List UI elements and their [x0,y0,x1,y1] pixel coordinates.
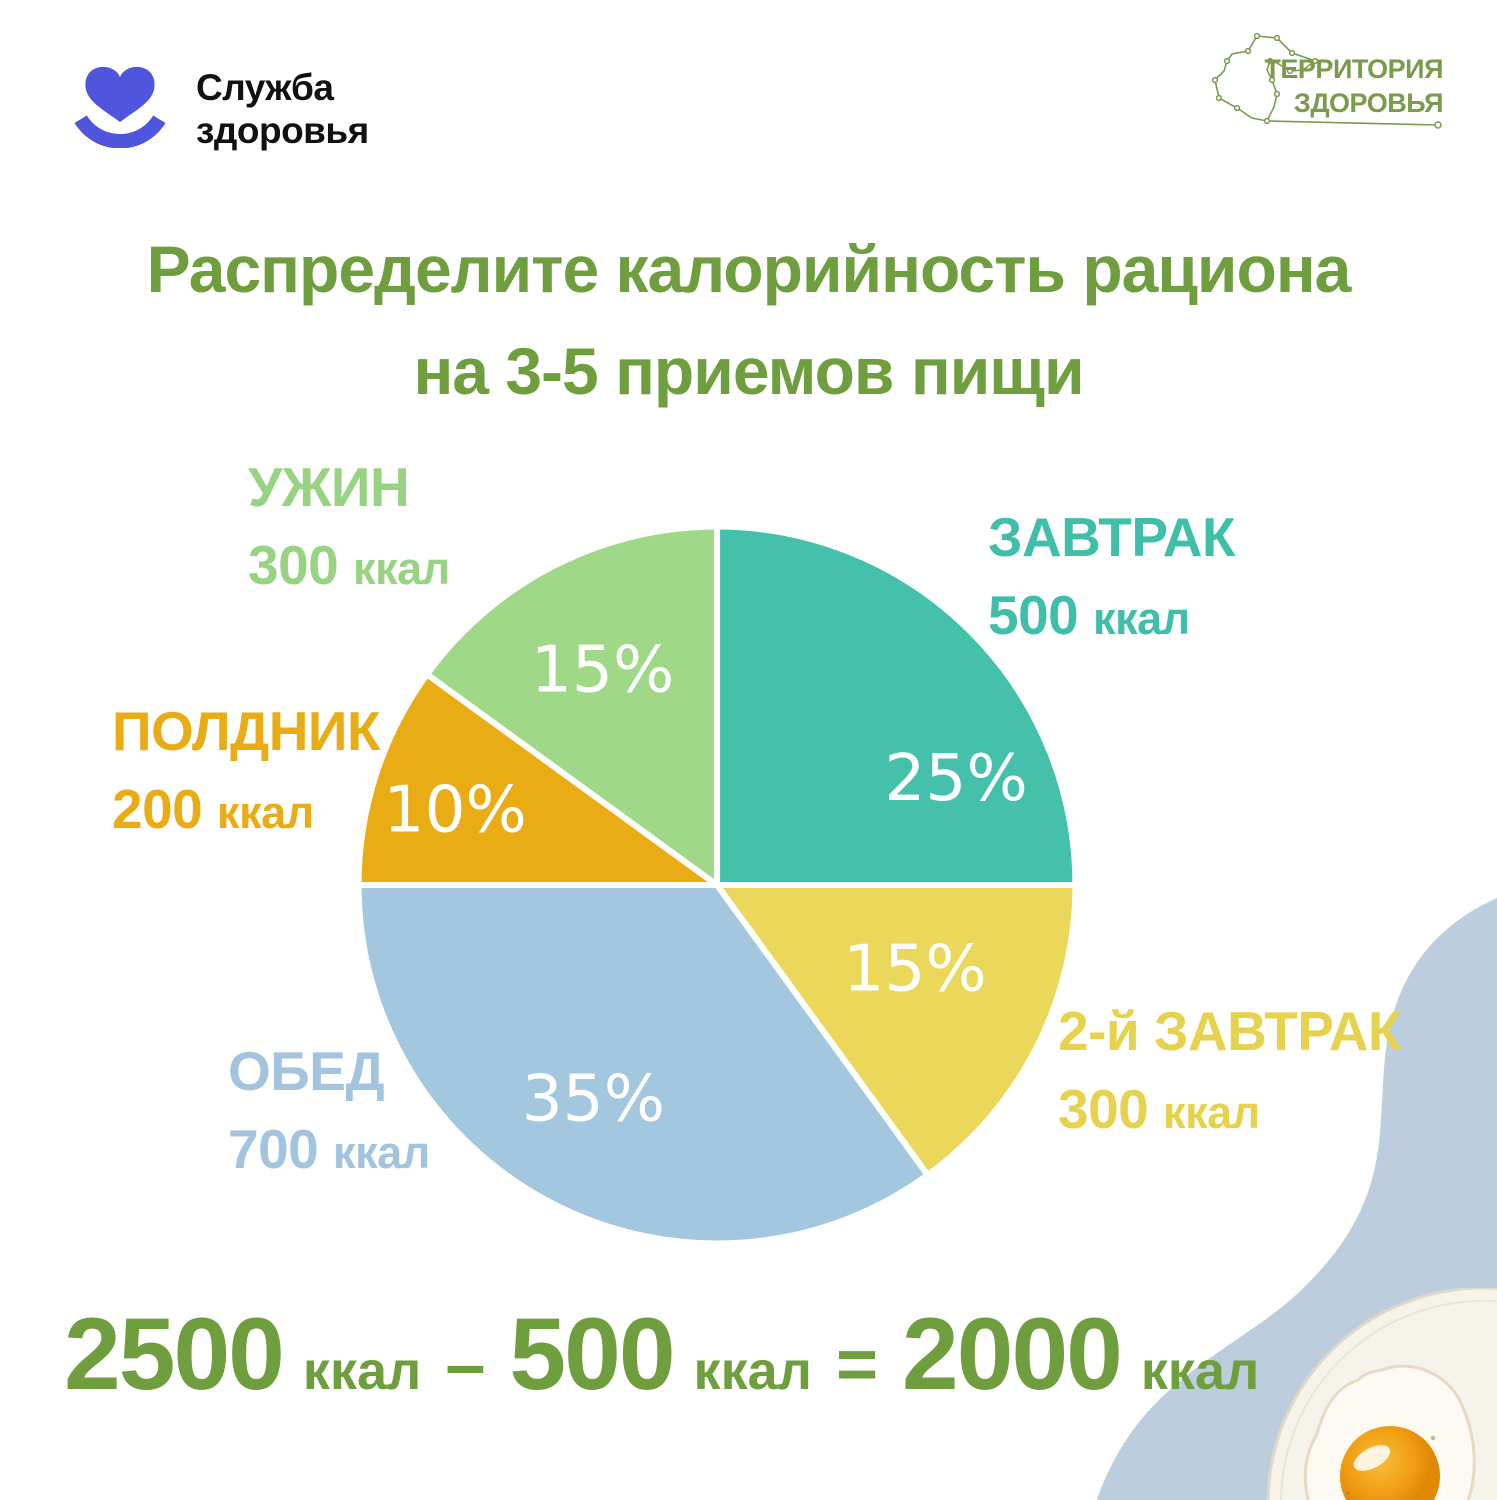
pie-slice-ЗАВТРАК [713,523,1079,889]
label-afternoon-snack: ПОЛДНИК 200 ккал [112,692,381,852]
label-dinner: УЖИН 300 ккал [248,448,450,608]
label-dinner-kcal: 300 ккал [248,534,450,596]
calorie-formula: 2500 ккал – 500 ккал = 2000 ккал [64,1296,1259,1413]
pie-slice-ОБЕД [355,881,931,1247]
formula-term1-unit: ккал [302,1341,422,1401]
territory-logo-line1: ТЕРРИТОРИЯ [1264,54,1443,84]
page-title: Распределите калорийность рациона на 3-5… [0,218,1497,422]
label-breakfast: ЗАВТРАК 500 ккал [988,498,1236,658]
label-afternoon-snack-kcal: 200 ккал [112,778,314,840]
territory-logo-text: ТЕРРИТОРИЯ ЗДОРОВЬЯ [1264,52,1443,120]
label-second-breakfast-kcal: 300 ккал [1058,1078,1260,1140]
pie-slice-percent-УЖИН: 15% [531,632,674,707]
title-line2: на 3-5 приемов пищи [413,334,1084,408]
service-logo: Служба здоровья [72,52,369,152]
label-lunch-name: ОБЕД [228,1040,385,1102]
territory-logo-line2: ЗДОРОВЬЯ [1293,88,1444,118]
pie-slice-ПОЛДНИК [355,671,721,889]
formula-minus-sign: – [445,1325,486,1405]
pie-slice-2-й ЗАВТРАК [713,881,1079,1179]
calorie-pie-chart: 25% 15% 35% 10% 15% [337,505,1097,1265]
formula-term2: 500 [509,1297,675,1411]
label-second-breakfast-name: 2-й ЗАВТРАК [1058,1000,1402,1062]
service-logo-line1: Служба [196,67,334,108]
pie-slice-percent-ЗАВТРАК: 25% [884,741,1027,816]
service-logo-text: Служба здоровья [196,66,369,152]
label-afternoon-snack-name: ПОЛДНИК [112,700,381,762]
service-logo-line2: здоровья [196,110,369,151]
egg-yolk [1340,1426,1440,1500]
formula-term2-unit: ккал [693,1341,812,1401]
formula-result-unit: ккал [1140,1341,1260,1401]
territory-logo: ТЕРРИТОРИЯ ЗДОРОВЬЯ [1195,30,1455,150]
pie-slice-percent-ОБЕД: 35% [522,1062,665,1137]
label-breakfast-name: ЗАВТРАК [988,506,1236,568]
formula-term1: 2500 [64,1297,285,1411]
label-lunch: ОБЕД 700 ккал [228,1032,430,1192]
label-dinner-name: УЖИН [248,456,410,518]
title-line1: Распределите калорийность рациона [146,232,1352,306]
heart-smile-icon [74,66,166,148]
pie-slice-percent-ПОЛДНИК: 10% [383,772,526,847]
food-plate-illustration [1266,1288,1497,1500]
label-second-breakfast: 2-й ЗАВТРАК 300 ккал [1058,992,1402,1152]
territory-map-icon [1211,32,1442,129]
formula-result: 2000 [901,1297,1123,1411]
pie-svg: 25%15%35%10%15% [355,523,1079,1247]
label-breakfast-kcal: 500 ккал [988,584,1190,646]
pie-slice-percent-2-й ЗАВТРАК: 15% [843,932,986,1007]
formula-equals-sign: = [835,1325,878,1405]
label-lunch-kcal: 700 ккал [228,1118,430,1180]
pie-slice-УЖИН [423,523,721,889]
